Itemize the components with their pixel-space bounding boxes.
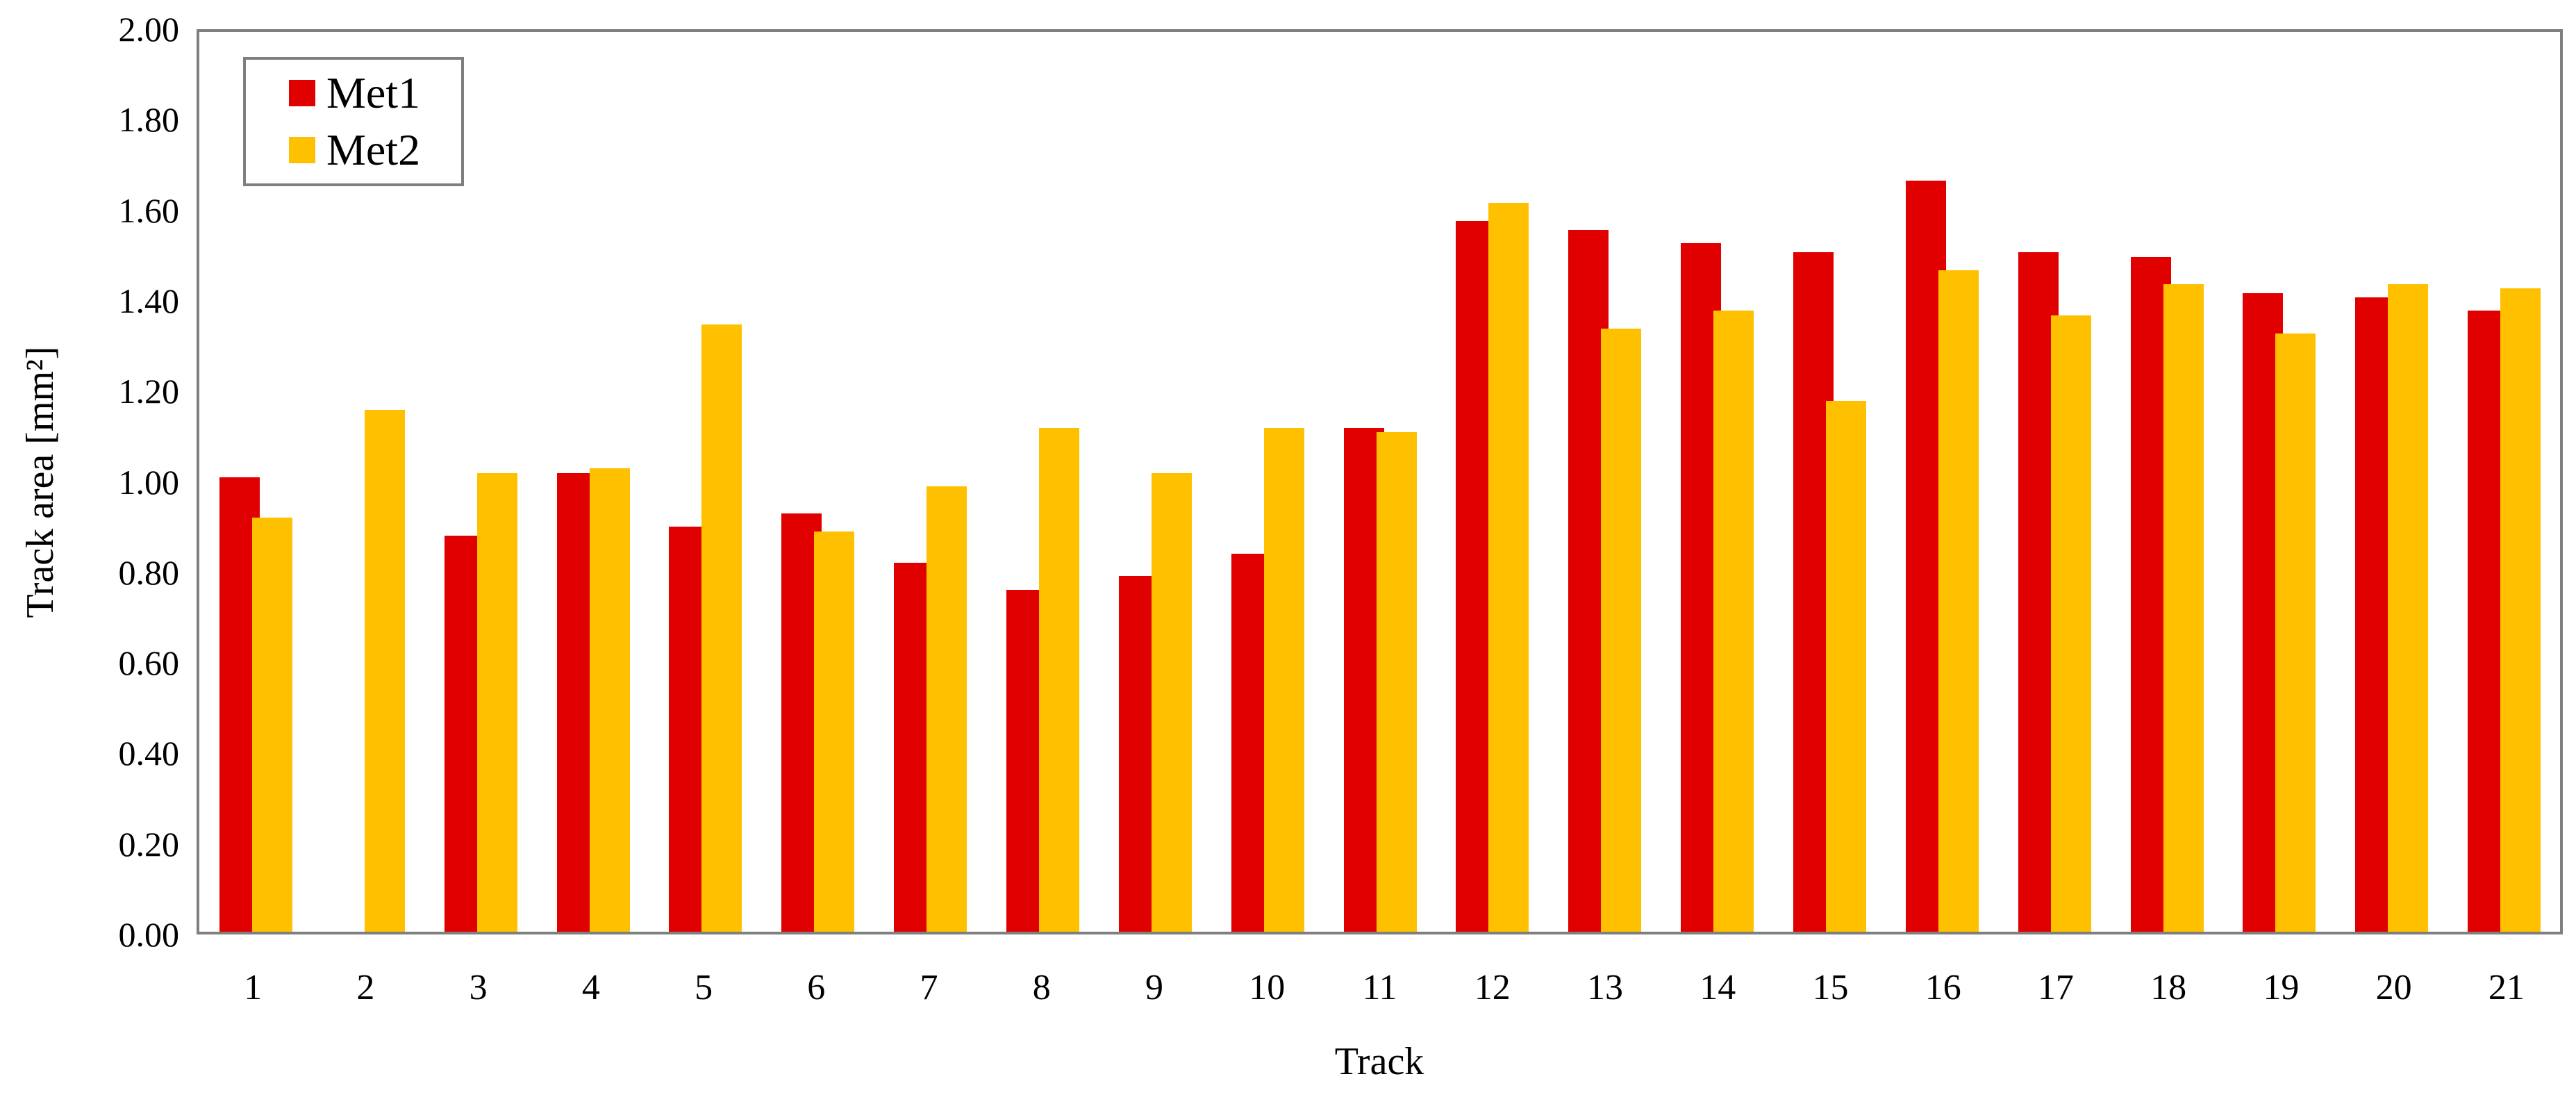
y-axis-tick-label: 1.60 xyxy=(118,190,180,230)
y-axis-tick-label: 0.80 xyxy=(118,552,180,592)
x-axis-tick-label: 17 xyxy=(2037,968,2074,1007)
y-axis-tick-label: 2.00 xyxy=(118,10,180,49)
bar-met2-track-18 xyxy=(2163,283,2204,932)
x-axis-tick-label: 15 xyxy=(1812,968,1849,1007)
bar-met2-track-5 xyxy=(701,324,742,932)
bar-met2-track-19 xyxy=(2275,333,2316,932)
legend-item-met2: Met2 xyxy=(289,128,461,172)
x-axis-tick-label: 4 xyxy=(581,968,600,1007)
bar-met2-track-20 xyxy=(2388,283,2429,932)
y-axis-tick-label: 1.20 xyxy=(118,372,180,411)
bar-met2-track-6 xyxy=(814,531,855,932)
bar-met2-track-2 xyxy=(364,409,405,932)
x-axis-title: Track xyxy=(1334,1040,1424,1083)
x-axis-tick-label: 10 xyxy=(1249,968,1286,1007)
x-axis-tick-label: 9 xyxy=(1145,968,1164,1007)
y-axis-tick-label: 0.20 xyxy=(118,824,180,864)
bar-met2-track-10 xyxy=(1263,427,1304,932)
bar-met2-track-17 xyxy=(2050,315,2091,932)
y-axis-tick-label: 0.40 xyxy=(118,734,180,773)
bar-met2-track-4 xyxy=(589,468,630,932)
legend: Met1 Met2 xyxy=(243,57,464,186)
x-axis-tick-label: 12 xyxy=(1474,968,1511,1007)
plot-area xyxy=(197,29,2563,934)
bar-met2-track-11 xyxy=(1376,432,1417,932)
legend-item-met1: Met1 xyxy=(289,71,461,115)
y-axis-tick-label: 0.00 xyxy=(118,915,180,954)
x-axis-tick-label: 6 xyxy=(807,968,826,1007)
bar-met2-track-8 xyxy=(1038,427,1079,932)
bar-met2-track-14 xyxy=(1713,311,1754,932)
x-axis-tick-label: 18 xyxy=(2150,968,2187,1007)
bar-met2-track-7 xyxy=(926,486,967,932)
x-axis-tick-label: 3 xyxy=(469,968,488,1007)
x-axis-tick-label: 7 xyxy=(920,968,938,1007)
bar-met2-track-13 xyxy=(1601,329,1642,932)
x-axis-tick-label: 8 xyxy=(1032,968,1051,1007)
legend-label-met2: Met2 xyxy=(326,125,421,174)
bar-met2-track-15 xyxy=(1825,400,1866,932)
y-axis-tick-label: 1.00 xyxy=(118,462,180,502)
bar-met2-track-21 xyxy=(2500,288,2541,932)
x-axis-tick-label: 5 xyxy=(695,968,713,1007)
legend-swatch-met1-icon xyxy=(289,80,315,106)
bar-met2-track-1 xyxy=(251,518,292,932)
y-axis-tick-label: 1.80 xyxy=(118,100,180,140)
x-axis-tick-label: 16 xyxy=(1925,968,1961,1007)
x-axis-tick-label: 1 xyxy=(244,968,263,1007)
y-axis-tick-label: 0.60 xyxy=(118,643,180,683)
bar-met2-track-16 xyxy=(1938,270,1979,932)
bar-met2-track-12 xyxy=(1488,203,1529,932)
x-axis-tick-label: 13 xyxy=(1586,968,1623,1007)
legend-swatch-met2-icon xyxy=(289,137,315,163)
bar-met2-track-9 xyxy=(1151,472,1192,932)
x-axis-tick-label: 11 xyxy=(1362,968,1397,1007)
bar-met2-track-3 xyxy=(476,472,517,932)
x-axis-tick-label: 21 xyxy=(2488,968,2525,1007)
y-axis-tick-label: 1.40 xyxy=(118,281,180,320)
x-axis-tick-label: 2 xyxy=(356,968,375,1007)
legend-label-met1: Met1 xyxy=(326,68,421,117)
x-axis-tick-label: 19 xyxy=(2263,968,2300,1007)
x-axis-tick-label: 20 xyxy=(2375,968,2412,1007)
x-axis-tick-label: 14 xyxy=(1700,968,1736,1007)
